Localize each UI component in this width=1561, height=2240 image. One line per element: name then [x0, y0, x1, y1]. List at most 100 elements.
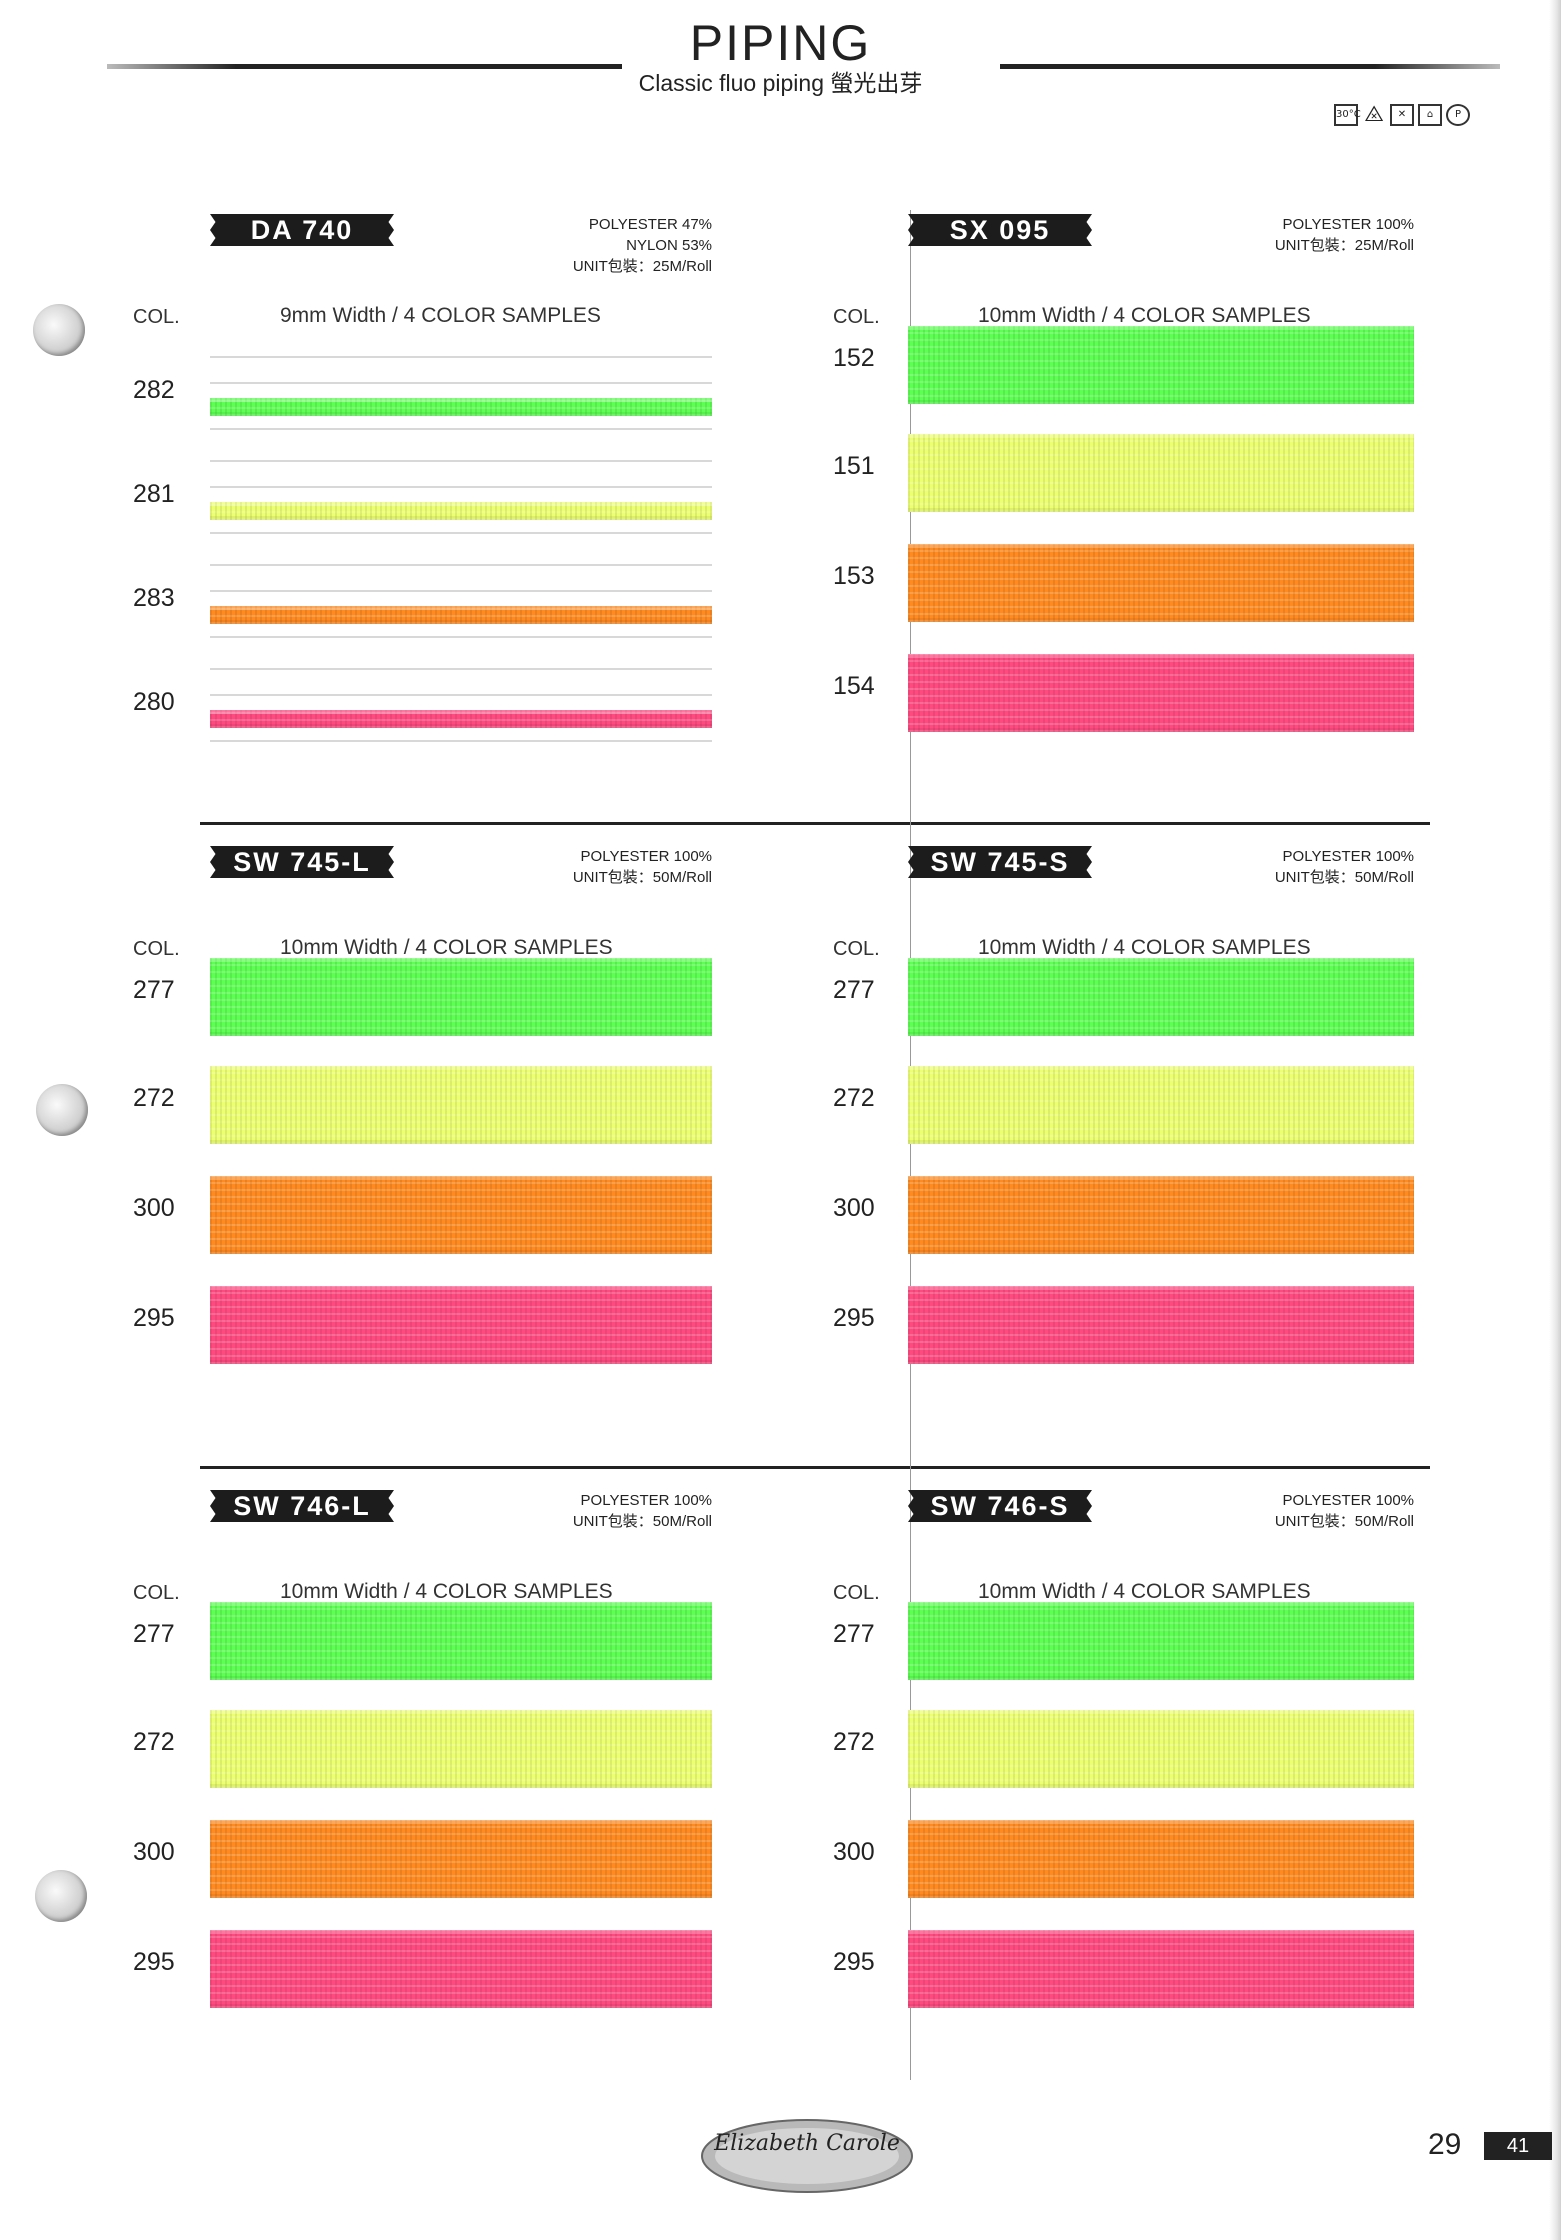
color-code: 283 — [133, 584, 175, 612]
piping-sample-green — [210, 958, 712, 1036]
spec-line: POLYESTER 100% — [580, 1492, 712, 1509]
sample-outline — [210, 590, 712, 592]
care-instructions: 30°C ⨻ ✕ ⌂ P — [1334, 104, 1470, 126]
color-code: 300 — [833, 1194, 875, 1222]
material-spec: POLYESTER 100% UNIT包裝：25M/Roll — [1275, 214, 1414, 256]
piping-sample-yellow — [908, 434, 1414, 512]
spec-line: POLYESTER 100% — [1282, 216, 1414, 233]
product-code-badge: SW 745-L — [210, 846, 394, 878]
color-code: 277 — [133, 1620, 175, 1648]
width-label: 10mm Width / 4 COLOR SAMPLES — [978, 1580, 1311, 1603]
spec-line: NYLON 53% — [626, 237, 712, 254]
panel-sw-745-l: SW 745-L POLYESTER 100% UNIT包裝：50M/Roll 10m… — [210, 846, 712, 1466]
header-rule-left — [107, 64, 622, 69]
color-code: 272 — [833, 1084, 875, 1112]
piping-sample-yellow — [210, 1710, 712, 1788]
color-code: 151 — [833, 452, 875, 480]
piping-sample-yellow — [210, 502, 712, 520]
piping-sample-pink — [908, 1930, 1414, 2008]
material-spec: POLYESTER 100% UNIT包裝：50M/Roll — [1275, 846, 1414, 888]
sample-outline — [210, 668, 712, 670]
sample-outline — [210, 428, 712, 430]
color-code: 295 — [133, 1304, 175, 1332]
wash-30-icon: 30°C — [1334, 104, 1361, 126]
sample-outline — [210, 460, 712, 462]
color-code: 300 — [133, 1838, 175, 1866]
color-code: 300 — [133, 1194, 175, 1222]
color-code: 295 — [133, 1948, 175, 1976]
panel-sw-745-s: SW 745-S POLYESTER 100% UNIT包裝：50M/Roll 10m… — [908, 846, 1414, 1466]
color-code: 282 — [133, 376, 175, 404]
no-tumble-dry-icon: ✕ — [1390, 104, 1414, 126]
piping-sample-green — [210, 398, 712, 416]
no-bleach-icon: ⨻ — [1364, 102, 1384, 127]
sample-outline — [210, 694, 712, 696]
col-label: COL. — [133, 306, 180, 328]
product-code-badge: SW 745-S — [908, 846, 1092, 878]
panel-sw-746-s: SW 746-S POLYESTER 100% UNIT包裝：50M/Roll 10m… — [908, 1490, 1414, 2090]
header-rule-right — [1000, 64, 1500, 69]
piping-sample-pink — [210, 1286, 712, 1364]
piping-sample-orange — [908, 1820, 1414, 1898]
spec-line: POLYESTER 100% — [580, 848, 712, 865]
sample-outline — [210, 532, 712, 534]
piping-sample-green — [908, 958, 1414, 1036]
spec-line: UNIT包裝：25M/Roll — [1274, 237, 1414, 254]
width-label: 10mm Width / 4 COLOR SAMPLES — [280, 1580, 613, 1603]
panel-sw-746-l: SW 746-L POLYESTER 100% UNIT包裝：50M/Roll 10m… — [210, 1490, 712, 2090]
color-code: 272 — [133, 1728, 175, 1756]
sample-outline — [210, 636, 712, 638]
sample-outline — [210, 486, 712, 488]
color-code: 277 — [833, 976, 875, 1004]
piping-sample-pink — [210, 710, 712, 728]
page-edge-shadow — [1549, 0, 1561, 2240]
color-code: 280 — [133, 688, 175, 716]
material-spec: POLYESTER 47% NYLON 53% UNIT包裝：25M/Roll — [573, 214, 712, 277]
page-title: PIPING — [689, 15, 872, 71]
piping-sample-pink — [908, 654, 1414, 732]
width-label: 10mm Width / 4 COLOR SAMPLES — [978, 304, 1311, 327]
piping-sample-orange — [210, 606, 712, 624]
page-number: 29 — [1428, 2128, 1462, 2161]
sample-outline — [210, 356, 712, 358]
color-code: 295 — [833, 1304, 875, 1332]
spec-line: UNIT包裝：50M/Roll — [572, 869, 712, 886]
panel-da-740: DA 740 POLYESTER 47% NYLON 53% UNIT包裝：25M/R… — [210, 214, 712, 814]
piping-sample-yellow — [908, 1710, 1414, 1788]
binder-hole — [35, 1870, 87, 1922]
product-code-badge: SX 095 — [908, 214, 1092, 246]
page-subtitle: Classic fluo piping 螢光出芽 — [638, 70, 923, 96]
piping-sample-pink — [908, 1286, 1414, 1364]
piping-sample-orange — [210, 1820, 712, 1898]
spec-line: POLYESTER 100% — [1282, 848, 1414, 865]
color-code: 272 — [133, 1084, 175, 1112]
col-label: COL. — [833, 1582, 880, 1604]
brand-logo: Elizabeth Carole — [701, 2119, 913, 2193]
material-spec: POLYESTER 100% UNIT包裝：50M/Roll — [573, 1490, 712, 1532]
material-spec: POLYESTER 100% UNIT包裝：50M/Roll — [573, 846, 712, 888]
spec-line: POLYESTER 47% — [588, 216, 712, 233]
sample-outline — [210, 564, 712, 566]
piping-sample-yellow — [908, 1066, 1414, 1144]
product-code-badge: SW 746-L — [210, 1490, 394, 1522]
binder-hole — [36, 1084, 88, 1136]
section-divider — [200, 1466, 1430, 1469]
brand-logo-text: Elizabeth Carole — [713, 2131, 900, 2156]
spec-line: UNIT包裝：25M/Roll — [572, 258, 712, 275]
col-label: COL. — [833, 306, 880, 328]
color-code: 277 — [133, 976, 175, 1004]
piping-sample-yellow — [210, 1066, 712, 1144]
product-code-badge: SW 746-S — [908, 1490, 1092, 1522]
piping-sample-orange — [908, 1176, 1414, 1254]
section-divider — [200, 822, 1430, 825]
col-label: COL. — [833, 938, 880, 960]
color-code: 281 — [133, 480, 175, 508]
spec-line: POLYESTER 100% — [1282, 1492, 1414, 1509]
page-badge: 41 — [1484, 2132, 1552, 2160]
column-divider — [910, 210, 911, 2080]
width-label: 9mm Width / 4 COLOR SAMPLES — [280, 304, 601, 327]
piping-sample-green — [908, 326, 1414, 404]
color-code: 300 — [833, 1838, 875, 1866]
material-spec: POLYESTER 100% UNIT包裝：50M/Roll — [1275, 1490, 1414, 1532]
piping-sample-pink — [210, 1930, 712, 2008]
